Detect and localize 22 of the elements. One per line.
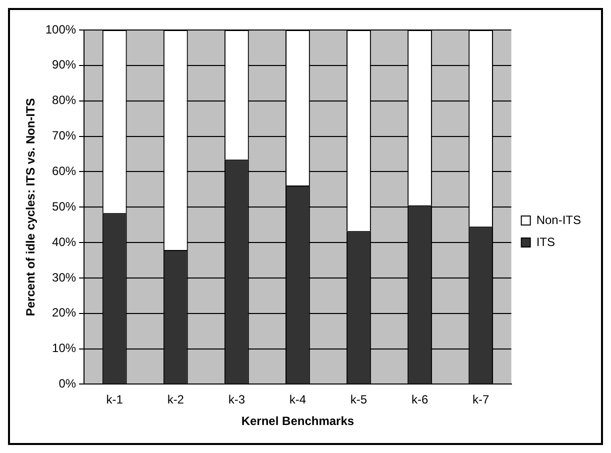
x-tick-label: k-4 [289,392,306,407]
y-tick-label: 30% [52,270,76,284]
y-tick-label: 60% [52,164,76,178]
y-tick-label: 0% [58,376,76,391]
y-tick-label: 90% [52,58,76,72]
y-tick-label: 70% [52,128,76,143]
x-axis-title: Kernel Benchmarks [241,414,354,428]
x-tick-label: k-3 [228,392,246,407]
y-tick-label: 40% [52,234,76,249]
x-tick-label: k-6 [411,392,428,407]
y-tick-label: 50% [52,199,76,214]
y-tick-label: 100% [45,22,76,36]
x-tick-label: k-2 [167,392,184,407]
y-axis-title: Percent of idle cycles: ITS vs. Non-ITS [24,98,38,316]
legend-label: Non-ITS [536,212,582,227]
x-tick-label: k-5 [350,392,368,407]
x-tick-label: k-7 [472,392,490,407]
y-tick-label: 20% [52,306,76,320]
y-tick-label: 80% [52,93,76,108]
y-tick-label: 10% [52,341,76,356]
x-tick-label: k-1 [106,392,124,407]
legend-label: ITS [536,234,555,249]
